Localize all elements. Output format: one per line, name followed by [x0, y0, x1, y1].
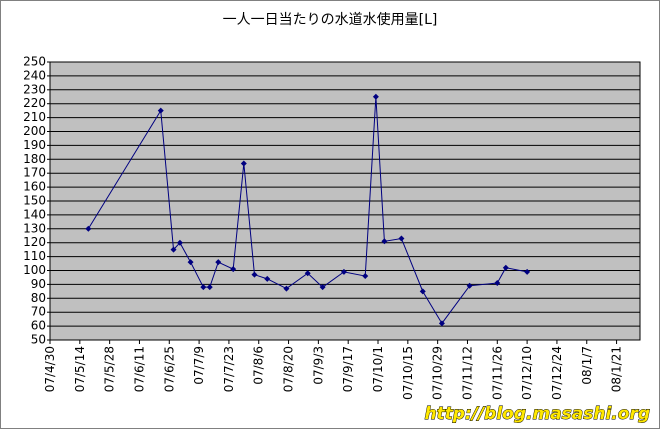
data-point [438, 320, 445, 327]
data-point [206, 284, 213, 291]
x-tick-label: 07/4/30 [43, 346, 57, 392]
y-tick-label: 210 [23, 110, 46, 124]
x-tick-label: 08/1/21 [610, 346, 624, 392]
y-tick-label: 50 [31, 333, 46, 347]
data-point [85, 225, 92, 232]
y-tick-label: 130 [23, 221, 46, 235]
x-tick-label: 07/5/14 [73, 346, 87, 392]
data-point [230, 266, 237, 273]
x-tick-label: 07/9/17 [341, 346, 355, 392]
data-point [251, 271, 258, 278]
y-tick-label: 60 [31, 319, 46, 333]
data-point [494, 280, 501, 287]
y-tick-label: 230 [23, 82, 46, 96]
x-tick-label: 07/8/6 [252, 346, 266, 385]
data-point [502, 264, 509, 271]
data-point [283, 285, 290, 292]
data-point [381, 238, 388, 245]
x-tick-label: 07/7/23 [222, 346, 236, 392]
watermark: http://blog.masashi.org [424, 404, 650, 424]
data-point [157, 107, 164, 114]
x-tick-label: 07/5/28 [103, 346, 117, 392]
y-tick-label: 70 [31, 305, 46, 319]
data-point [215, 259, 222, 266]
data-point [524, 268, 531, 275]
y-tick-label: 160 [23, 180, 46, 194]
y-tick-label: 120 [23, 235, 46, 249]
data-point [240, 160, 247, 167]
data-point [170, 246, 177, 253]
y-tick-label: 180 [23, 152, 46, 166]
x-tick-label: 07/12/10 [520, 346, 534, 400]
x-tick-label: 07/10/29 [431, 346, 445, 400]
data-line [87, 96, 528, 325]
data-point [372, 93, 379, 100]
x-tick-label: 07/8/20 [282, 346, 296, 392]
x-tick-label: 08/1/7 [580, 346, 594, 385]
x-tick-label: 07/10/15 [401, 346, 415, 400]
chart-title: 一人一日当たりの水道水使用量[L] [223, 11, 438, 28]
data-point [187, 259, 194, 266]
y-tick-label: 170 [23, 166, 46, 180]
x-tick-label: 07/6/11 [132, 346, 146, 392]
x-tick-label: 07/11/26 [490, 346, 504, 400]
data-point [362, 273, 369, 280]
y-tick-label: 190 [23, 138, 46, 152]
y-tick-label: 140 [23, 207, 46, 221]
data-point [176, 239, 183, 246]
y-tick-label: 80 [31, 291, 46, 305]
y-tick-label: 150 [23, 194, 46, 208]
layer: 5060708090100110120130140150160170180190… [23, 55, 640, 400]
x-tick-label: 07/6/25 [162, 346, 176, 392]
y-tick-label: 90 [31, 277, 46, 291]
y-tick-label: 110 [23, 249, 46, 263]
data-point [466, 282, 473, 289]
y-tick-label: 250 [23, 55, 46, 69]
y-tick-label: 200 [23, 124, 46, 138]
x-tick-label: 07/12/24 [550, 346, 564, 400]
data-point [340, 268, 347, 275]
x-tick-label: 07/10/1 [371, 346, 385, 392]
x-tick-label: 07/11/12 [460, 346, 474, 400]
y-tick-label: 220 [23, 96, 46, 110]
x-tick-label: 07/7/9 [192, 346, 206, 385]
data-point [398, 235, 405, 242]
data-point [264, 275, 271, 282]
data-point [419, 288, 426, 295]
data-point [319, 284, 326, 291]
y-tick-label: 240 [23, 68, 46, 82]
y-tick-label: 100 [23, 263, 46, 277]
x-tick-label: 07/9/3 [311, 346, 325, 385]
data-point [304, 270, 311, 277]
data-point [200, 284, 207, 291]
